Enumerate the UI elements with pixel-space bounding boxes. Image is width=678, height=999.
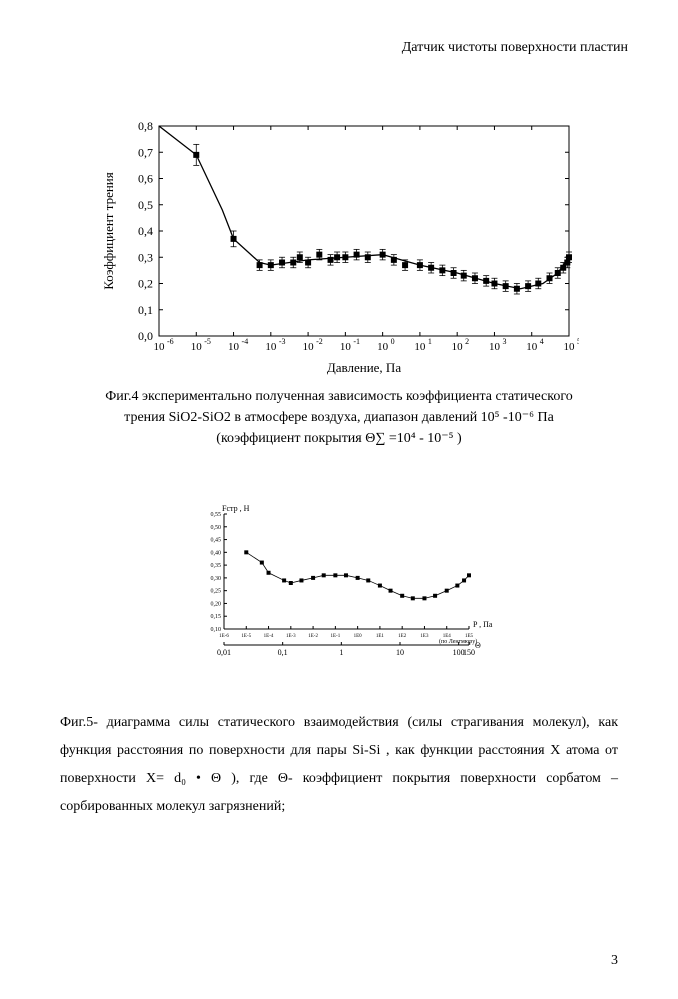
svg-text:Θ: Θ bbox=[475, 641, 481, 650]
svg-text:10: 10 bbox=[228, 341, 240, 353]
chart-fig4: 0,00,10,20,30,40,50,60,70,810-610-510-41… bbox=[99, 116, 579, 376]
svg-text:1E-4: 1E-4 bbox=[264, 634, 274, 639]
caption-line: (коэффициент покрытия Θ∑ =10⁴ - 10⁻⁵ ) bbox=[216, 431, 461, 446]
svg-text:0,5: 0,5 bbox=[138, 198, 153, 212]
svg-text:10: 10 bbox=[265, 341, 277, 353]
svg-text:1E-6: 1E-6 bbox=[219, 634, 229, 639]
svg-text:4: 4 bbox=[540, 337, 544, 346]
svg-text:1E-5: 1E-5 bbox=[241, 634, 251, 639]
svg-text:0,6: 0,6 bbox=[138, 172, 153, 186]
svg-text:3: 3 bbox=[502, 337, 506, 346]
svg-text:0,0: 0,0 bbox=[138, 329, 153, 343]
svg-text:10: 10 bbox=[377, 341, 389, 353]
page-header: Датчик чистоты поверхности пластин bbox=[50, 40, 628, 56]
svg-text:1: 1 bbox=[428, 337, 432, 346]
svg-text:0: 0 bbox=[391, 337, 395, 346]
svg-text:150: 150 bbox=[463, 648, 475, 657]
svg-text:0,8: 0,8 bbox=[138, 119, 153, 133]
svg-text:10: 10 bbox=[489, 341, 501, 353]
svg-text:0,30: 0,30 bbox=[211, 576, 222, 582]
svg-text:-4: -4 bbox=[242, 337, 249, 346]
svg-text:0,40: 0,40 bbox=[211, 550, 222, 556]
svg-text:0,15: 0,15 bbox=[211, 614, 222, 620]
svg-text:0,4: 0,4 bbox=[138, 224, 153, 238]
caption-line: трения SiO2-SiO2 в атмосфере воздуха, ди… bbox=[124, 410, 554, 425]
svg-text:0,1: 0,1 bbox=[138, 303, 153, 317]
svg-text:P , Па: P , Па bbox=[473, 620, 493, 629]
svg-text:0,50: 0,50 bbox=[211, 525, 222, 531]
svg-text:1E3: 1E3 bbox=[420, 634, 429, 639]
page-number: 3 bbox=[611, 953, 618, 969]
svg-text:1E0: 1E0 bbox=[354, 634, 363, 639]
svg-text:0,2: 0,2 bbox=[138, 277, 153, 291]
svg-text:5: 5 bbox=[577, 337, 579, 346]
svg-text:0,1: 0,1 bbox=[278, 648, 288, 657]
svg-text:1E2: 1E2 bbox=[398, 634, 407, 639]
caption-fig4: Фиг.4 экспериментально полученная зависи… bbox=[70, 386, 608, 449]
caption-line: Фиг.4 экспериментально полученная зависи… bbox=[105, 389, 573, 404]
paragraph-fig5: Фиг.5- диаграмма силы статического взаим… bbox=[60, 709, 618, 821]
svg-text:0,7: 0,7 bbox=[138, 145, 153, 159]
svg-text:(по Ленгмюру): (по Ленгмюру) bbox=[439, 638, 477, 645]
svg-text:10: 10 bbox=[396, 648, 404, 657]
svg-text:10: 10 bbox=[452, 341, 464, 353]
svg-text:1E-1: 1E-1 bbox=[330, 634, 340, 639]
svg-text:10: 10 bbox=[414, 341, 426, 353]
svg-text:Давление, Па: Давление, Па bbox=[327, 360, 401, 375]
svg-text:0,20: 0,20 bbox=[211, 601, 222, 607]
svg-text:0,01: 0,01 bbox=[217, 648, 231, 657]
svg-text:10: 10 bbox=[340, 341, 352, 353]
svg-text:0,45: 0,45 bbox=[211, 538, 222, 544]
svg-text:-2: -2 bbox=[316, 337, 323, 346]
svg-text:1: 1 bbox=[339, 648, 343, 657]
chart-fig5: 0,10 0,15 0,20 0,25 0,30 0,35 0,40 0,45 0,50 0,55… bbox=[179, 499, 499, 669]
svg-text:0,10: 0,10 bbox=[211, 627, 222, 633]
svg-text:-5: -5 bbox=[204, 337, 211, 346]
svg-text:1E-3: 1E-3 bbox=[286, 634, 296, 639]
svg-text:Fстр , Н: Fстр , Н bbox=[222, 504, 250, 513]
svg-text:10: 10 bbox=[191, 341, 203, 353]
svg-text:10: 10 bbox=[303, 341, 315, 353]
svg-text:-6: -6 bbox=[167, 337, 174, 346]
svg-text:2: 2 bbox=[465, 337, 469, 346]
svg-text:Коэффициент трения: Коэффициент трения bbox=[101, 172, 116, 290]
svg-text:1E-2: 1E-2 bbox=[308, 634, 318, 639]
svg-text:10: 10 bbox=[526, 341, 538, 353]
svg-text:0,25: 0,25 bbox=[211, 589, 222, 595]
svg-text:10: 10 bbox=[564, 341, 576, 353]
svg-text:-3: -3 bbox=[279, 337, 286, 346]
svg-text:0,55: 0,55 bbox=[211, 512, 222, 518]
svg-text:10: 10 bbox=[154, 341, 166, 353]
svg-text:1E1: 1E1 bbox=[376, 634, 385, 639]
svg-text:0,35: 0,35 bbox=[211, 563, 222, 569]
svg-text:0,3: 0,3 bbox=[138, 250, 153, 264]
svg-text:-1: -1 bbox=[353, 337, 360, 346]
